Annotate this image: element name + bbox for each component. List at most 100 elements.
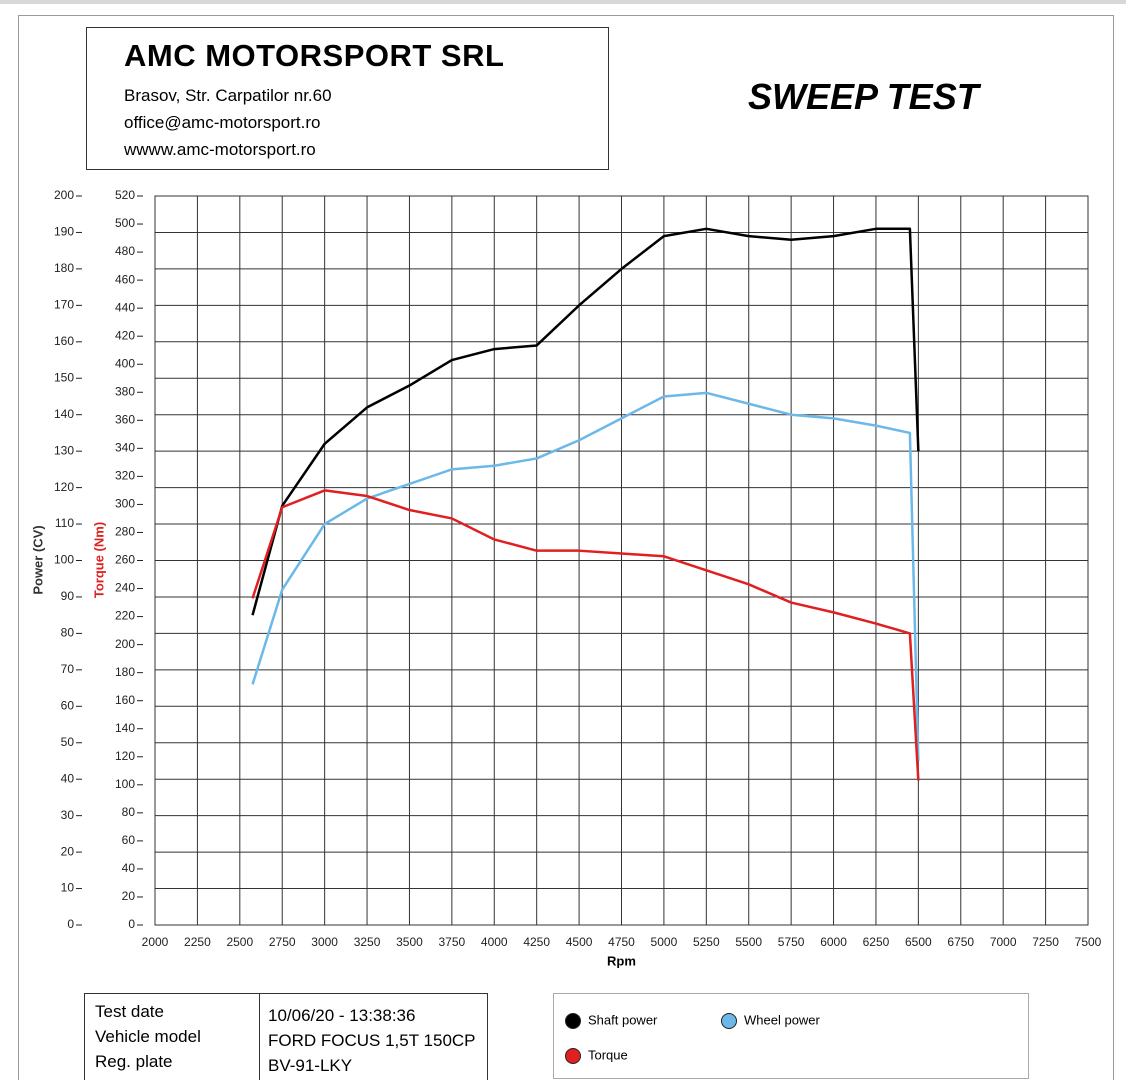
y2-tick-label: 40 (122, 861, 136, 875)
separator (259, 994, 260, 1080)
y2-tick-label: 80 (122, 805, 136, 819)
series-line (251, 391, 920, 762)
y2-tick-label: 480 (115, 244, 135, 258)
x-tick-label: 2000 (142, 935, 169, 949)
y-tick-label: 180 (54, 261, 74, 275)
x-tick-label: 4000 (481, 935, 508, 949)
x-tick-label: 6250 (863, 935, 890, 949)
y2-tick-label: 0 (128, 917, 135, 931)
x-tick-label: 5000 (651, 935, 678, 949)
y-tick-label: 40 (61, 771, 75, 785)
legend-marker (721, 1013, 737, 1029)
info-key: Test date (95, 1002, 164, 1021)
x-tick-label: 4750 (608, 935, 635, 949)
y2-tick-label: 320 (115, 469, 135, 483)
y2-tick-label: 460 (115, 272, 135, 286)
y-tick-label: 190 (54, 225, 74, 239)
y2-tick-label: 160 (115, 693, 135, 707)
x-tick-label: 3750 (439, 935, 466, 949)
y2-tick-label: 340 (115, 441, 135, 455)
y-tick-label: 70 (61, 662, 75, 676)
y-tick-label: 50 (61, 735, 75, 749)
company-box: AMC MOTORSPORT SRL Brasov, Str. Carpatil… (86, 27, 609, 170)
page-frame (18, 15, 1114, 1080)
y-tick-label: 10 (61, 881, 75, 895)
y-tick-label: 150 (54, 370, 74, 384)
x-tick-label: 6750 (947, 935, 974, 949)
y2-tick-label: 200 (115, 637, 135, 651)
info-value: 10/06/20 - 13:38:36 (268, 1006, 416, 1025)
info-key: Reg. plate (95, 1052, 173, 1071)
y2-tick-label: 400 (115, 356, 135, 370)
y2-tick-label: 420 (115, 328, 135, 342)
y2-tick-label: 300 (115, 497, 135, 511)
y-tick-label: 90 (61, 589, 75, 603)
legend: Shaft power Wheel power Torque (553, 993, 1029, 1079)
y2-axis-title: Torque (Nm) (91, 522, 106, 598)
x-tick-label: 3250 (354, 935, 381, 949)
y2-tick-label: 520 (115, 188, 135, 202)
y-tick-label: 130 (54, 443, 74, 457)
legend-label: Torque (588, 1047, 628, 1062)
series-line (251, 227, 920, 616)
x-tick-label: 4500 (566, 935, 593, 949)
y2-tick-label: 440 (115, 300, 135, 314)
x-tick-label: 5250 (693, 935, 720, 949)
website: wwww.amc-motorsport.ro (124, 140, 316, 159)
y2-tick-label: 500 (115, 216, 135, 230)
address: Brasov, Str. Carpatilor nr.60 (124, 86, 332, 105)
y-tick-label: 60 (61, 698, 75, 712)
y-tick-label: 200 (54, 188, 74, 202)
x-tick-label: 5750 (778, 935, 805, 949)
info-key: Vehicle model (95, 1027, 201, 1046)
y2-tick-label: 360 (115, 412, 135, 426)
y-tick-label: 80 (61, 626, 75, 640)
y2-tick-label: 180 (115, 665, 135, 679)
x-tick-label: 2750 (269, 935, 296, 949)
chart: 0 10 20 30 40 50 60 70 80 90 100 110 120 130 140 150 160… (30, 188, 1102, 968)
y-tick-label: 140 (54, 407, 74, 421)
y-axis-title: Power (CV) (30, 525, 45, 594)
y2-tick-label: 60 (122, 833, 136, 847)
report-title: SWEEP TEST (748, 76, 979, 117)
legend-marker (565, 1013, 581, 1029)
y2-tick-label: 100 (115, 777, 135, 791)
y2-tick-label: 140 (115, 721, 135, 735)
y-tick-label: 120 (54, 480, 74, 494)
x-tick-label: 7250 (1032, 935, 1059, 949)
x-tick-label: 4250 (523, 935, 550, 949)
y-tick-label: 30 (61, 808, 75, 822)
x-tick-label: 7500 (1075, 935, 1102, 949)
y-tick-label: 100 (54, 553, 74, 567)
top-bar (0, 0, 1126, 4)
legend-label: Wheel power (744, 1012, 821, 1027)
y-tick-label: 160 (54, 334, 74, 348)
company-name: AMC MOTORSPORT SRL (124, 38, 505, 73)
x-tick-label: 5500 (735, 935, 762, 949)
y-tick-label: 0 (67, 917, 74, 931)
info-table: Test date 10/06/20 - 13:38:36 Vehicle mode… (84, 993, 488, 1080)
y-tick-label: 110 (55, 516, 74, 530)
x-tick-label: 6000 (820, 935, 847, 949)
y2-tick-label: 260 (115, 553, 135, 567)
info-value: BV-91-LKY (268, 1056, 353, 1075)
email: office@amc-motorsport.ro (124, 113, 321, 132)
y2-tick-label: 280 (115, 525, 135, 539)
x-tick-label: 7000 (990, 935, 1017, 949)
x-tick-label: 6500 (905, 935, 932, 949)
x-axis-title: Rpm (607, 953, 636, 968)
series-line (251, 489, 920, 781)
y2-tick-label: 120 (115, 749, 135, 763)
legend-label: Shaft power (588, 1012, 658, 1027)
x-tick-label: 2500 (226, 935, 253, 949)
y2-tick-label: 20 (122, 889, 136, 903)
x-tick-label: 3500 (396, 935, 423, 949)
y-tick-label: 170 (54, 298, 74, 312)
legend-marker (565, 1048, 581, 1064)
x-tick-label: 3000 (311, 935, 338, 949)
info-value: FORD FOCUS 1,5T 150CP (268, 1031, 476, 1050)
y2-tick-label: 240 (115, 581, 135, 595)
x-tick-label: 2250 (184, 935, 211, 949)
y2-tick-label: 380 (115, 384, 135, 398)
